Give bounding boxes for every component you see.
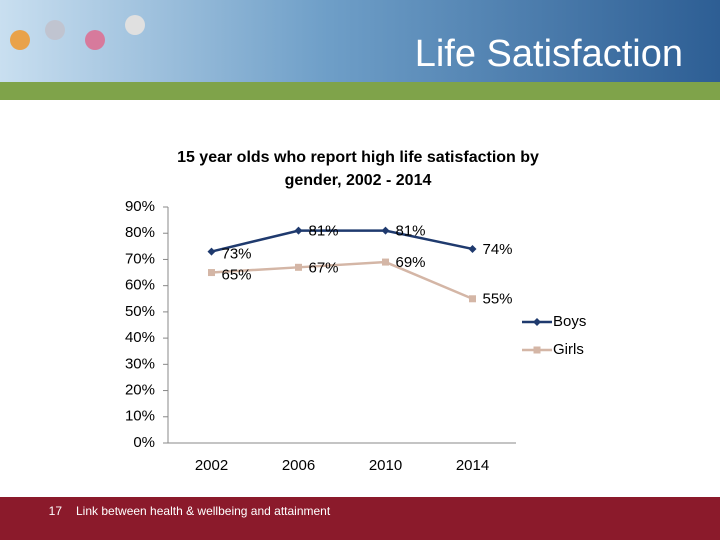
chart-title: 15 year olds who report high life satisf… <box>177 149 539 189</box>
point <box>468 244 477 253</box>
y-tick-label: 60% <box>125 277 155 294</box>
y-tick-label: 80% <box>125 224 155 241</box>
data-label: 69% <box>396 254 426 271</box>
point <box>382 258 389 266</box>
data-label: 55% <box>483 291 513 308</box>
footer-bar <box>0 497 720 540</box>
point <box>207 247 216 256</box>
series-line <box>211 260 473 300</box>
y-tick-label: 20% <box>125 382 155 399</box>
y-tick-label: 90% <box>125 198 155 215</box>
y-tick-label: 40% <box>125 329 155 346</box>
x-tick-label: 2014 <box>456 457 489 474</box>
data-label: 73% <box>222 246 252 263</box>
data-label: 81% <box>396 223 426 240</box>
point <box>469 295 476 303</box>
header-figure <box>45 20 65 40</box>
y-tick-label: 70% <box>125 250 155 267</box>
header-figure <box>125 15 145 35</box>
legend-label: Boys <box>553 313 586 330</box>
footer-text: Link between health & wellbeing and atta… <box>76 504 331 518</box>
point <box>294 226 303 235</box>
series-line <box>211 229 473 253</box>
header-figure <box>10 30 30 50</box>
x-tick-label: 2006 <box>282 457 315 474</box>
point <box>533 318 541 326</box>
header-figure <box>85 30 105 50</box>
y-tick-label: 30% <box>125 355 155 372</box>
point <box>295 263 302 271</box>
x-tick-label: 2010 <box>369 457 402 474</box>
data-label: 74% <box>483 241 513 258</box>
legend-label: Girls <box>553 341 584 358</box>
y-tick-label: 0% <box>133 434 155 451</box>
x-tick-label: 2002 <box>195 457 228 474</box>
data-label: 67% <box>309 259 339 276</box>
slide-title: Life Satisfaction <box>415 33 683 75</box>
page-number: 17 <box>49 504 63 518</box>
point <box>208 269 215 277</box>
y-tick-label: 50% <box>125 303 155 320</box>
point <box>533 346 541 354</box>
data-label: 65% <box>222 267 252 284</box>
data-label: 81% <box>309 223 339 240</box>
header-grass <box>0 82 720 100</box>
point <box>381 226 390 235</box>
y-tick-label: 10% <box>125 408 155 425</box>
